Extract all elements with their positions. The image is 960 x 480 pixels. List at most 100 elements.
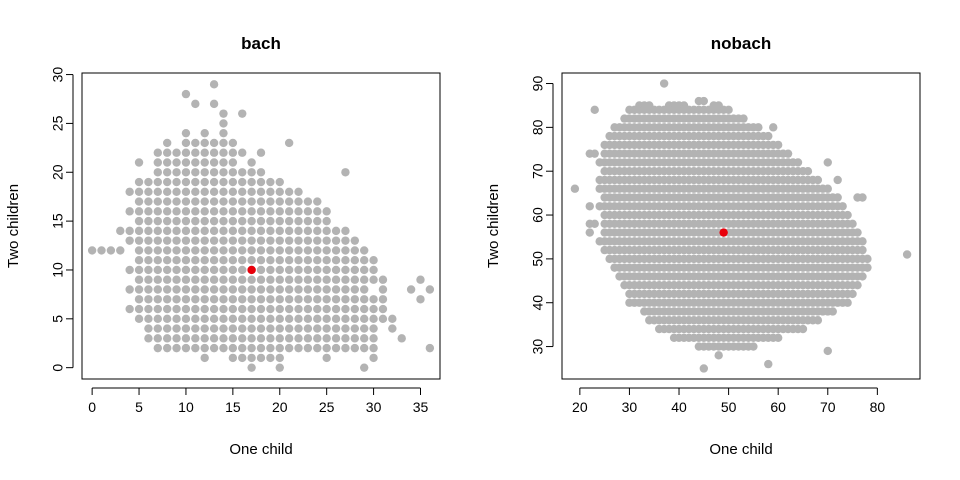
bach-data-point (266, 304, 275, 314)
bach-data-point (172, 334, 181, 343)
bach-data-point (134, 226, 144, 236)
bach-data-point (350, 343, 360, 353)
bach-data-point (181, 343, 191, 353)
bach-data-point (228, 285, 238, 294)
bach-data-point (313, 246, 322, 255)
bach-data-point (228, 265, 238, 275)
nobach-data-point (863, 263, 872, 272)
bach-data-point (209, 246, 219, 255)
bach-data-point (238, 177, 247, 187)
bach-data-point (313, 285, 322, 294)
bach-scatter-plot: bach One child Two children 0 5 10 15 20 25 30… (5, 34, 441, 458)
bach-data-point (238, 236, 247, 245)
bach-data-point (162, 138, 172, 148)
bach-data-point (134, 255, 144, 265)
bach-data-point (247, 285, 256, 294)
bach-data-point (153, 295, 163, 304)
bach-data-point (284, 314, 294, 324)
bach-x-tick-label: 5 (135, 399, 143, 415)
bach-data-point (172, 304, 181, 314)
bach-data-point (219, 128, 228, 138)
bach-data-point (266, 177, 275, 187)
bach-data-point (256, 168, 266, 177)
bach-data-point (162, 334, 172, 343)
bach-data-point (238, 197, 247, 206)
bach-data-point (331, 324, 341, 333)
bach-data-point (247, 187, 256, 197)
bach-data-point (144, 324, 153, 333)
bach-data-point (209, 177, 219, 187)
bach-data-point (266, 275, 275, 284)
bach-data-point (228, 334, 238, 343)
bach-data-point (256, 265, 266, 275)
nobach-data-point (754, 123, 763, 132)
bach-data-point (125, 304, 134, 314)
bach-data-point (153, 177, 163, 187)
bach-data-point (322, 353, 331, 363)
bach-data-point (172, 324, 181, 333)
bach-data-point (359, 275, 369, 284)
bach-data-point (144, 207, 153, 216)
bach-data-point (388, 314, 397, 324)
bach-data-point (134, 295, 144, 304)
bach-data-point (275, 207, 284, 216)
bach-data-point (162, 314, 172, 324)
bach-data-point (284, 207, 294, 216)
bach-data-point (369, 304, 378, 314)
bach-data-point (238, 226, 247, 236)
bach-data-point (322, 285, 331, 294)
bach-data-point (144, 187, 153, 197)
bach-data-point (181, 236, 191, 245)
bach-data-point (209, 158, 219, 167)
nobach-data-point (833, 175, 842, 185)
bach-data-point (369, 334, 378, 343)
bach-y-tick-label: 25 (50, 115, 66, 131)
bach-data-point (134, 158, 144, 167)
bach-data-point (238, 207, 247, 216)
bach-data-point (219, 207, 228, 216)
nobach-highlight-group (719, 228, 728, 237)
bach-data-point (228, 255, 238, 265)
bach-data-point (200, 158, 209, 167)
bach-data-point (247, 334, 256, 343)
bach-data-point (200, 246, 209, 255)
bach-data-point (191, 343, 200, 353)
bach-data-point (275, 275, 284, 284)
bach-data-point (266, 324, 275, 333)
bach-data-point (275, 363, 284, 372)
bach-data-point (247, 314, 256, 324)
bach-data-point (359, 363, 369, 372)
bach-data-point (341, 226, 350, 236)
bach-data-point (87, 246, 97, 255)
nobach-y-tick-label: 40 (530, 295, 546, 311)
bach-data-point (266, 353, 275, 363)
bach-data-point (238, 304, 247, 314)
bach-data-point (172, 177, 181, 187)
bach-data-point (191, 285, 200, 294)
bach-data-point (219, 119, 228, 128)
bach-data-point (266, 216, 275, 226)
bach-data-point (256, 148, 266, 157)
bach-data-point (162, 197, 172, 206)
nobach-x-tick-label: 20 (572, 399, 588, 415)
bach-data-point (238, 295, 247, 304)
bach-data-point (209, 148, 219, 157)
nobach-x-tick-label: 40 (671, 399, 687, 415)
bach-data-point (350, 304, 360, 314)
bach-data-point (228, 138, 238, 148)
bach-data-point (350, 334, 360, 343)
bach-data-point (134, 285, 144, 294)
nobach-data-point (570, 184, 580, 193)
bach-data-point (144, 295, 153, 304)
nobach-plot-frame (561, 72, 921, 380)
bach-data-point (266, 236, 275, 245)
bach-data-point (153, 324, 163, 333)
bach-data-point (228, 304, 238, 314)
bach-data-point (303, 246, 313, 255)
bach-data-point (200, 275, 209, 284)
bach-data-point (284, 275, 294, 284)
bach-data-point (219, 177, 228, 187)
bach-data-point (284, 295, 294, 304)
nobach-x-tick-label: 70 (820, 399, 836, 415)
bach-data-point (209, 99, 219, 109)
